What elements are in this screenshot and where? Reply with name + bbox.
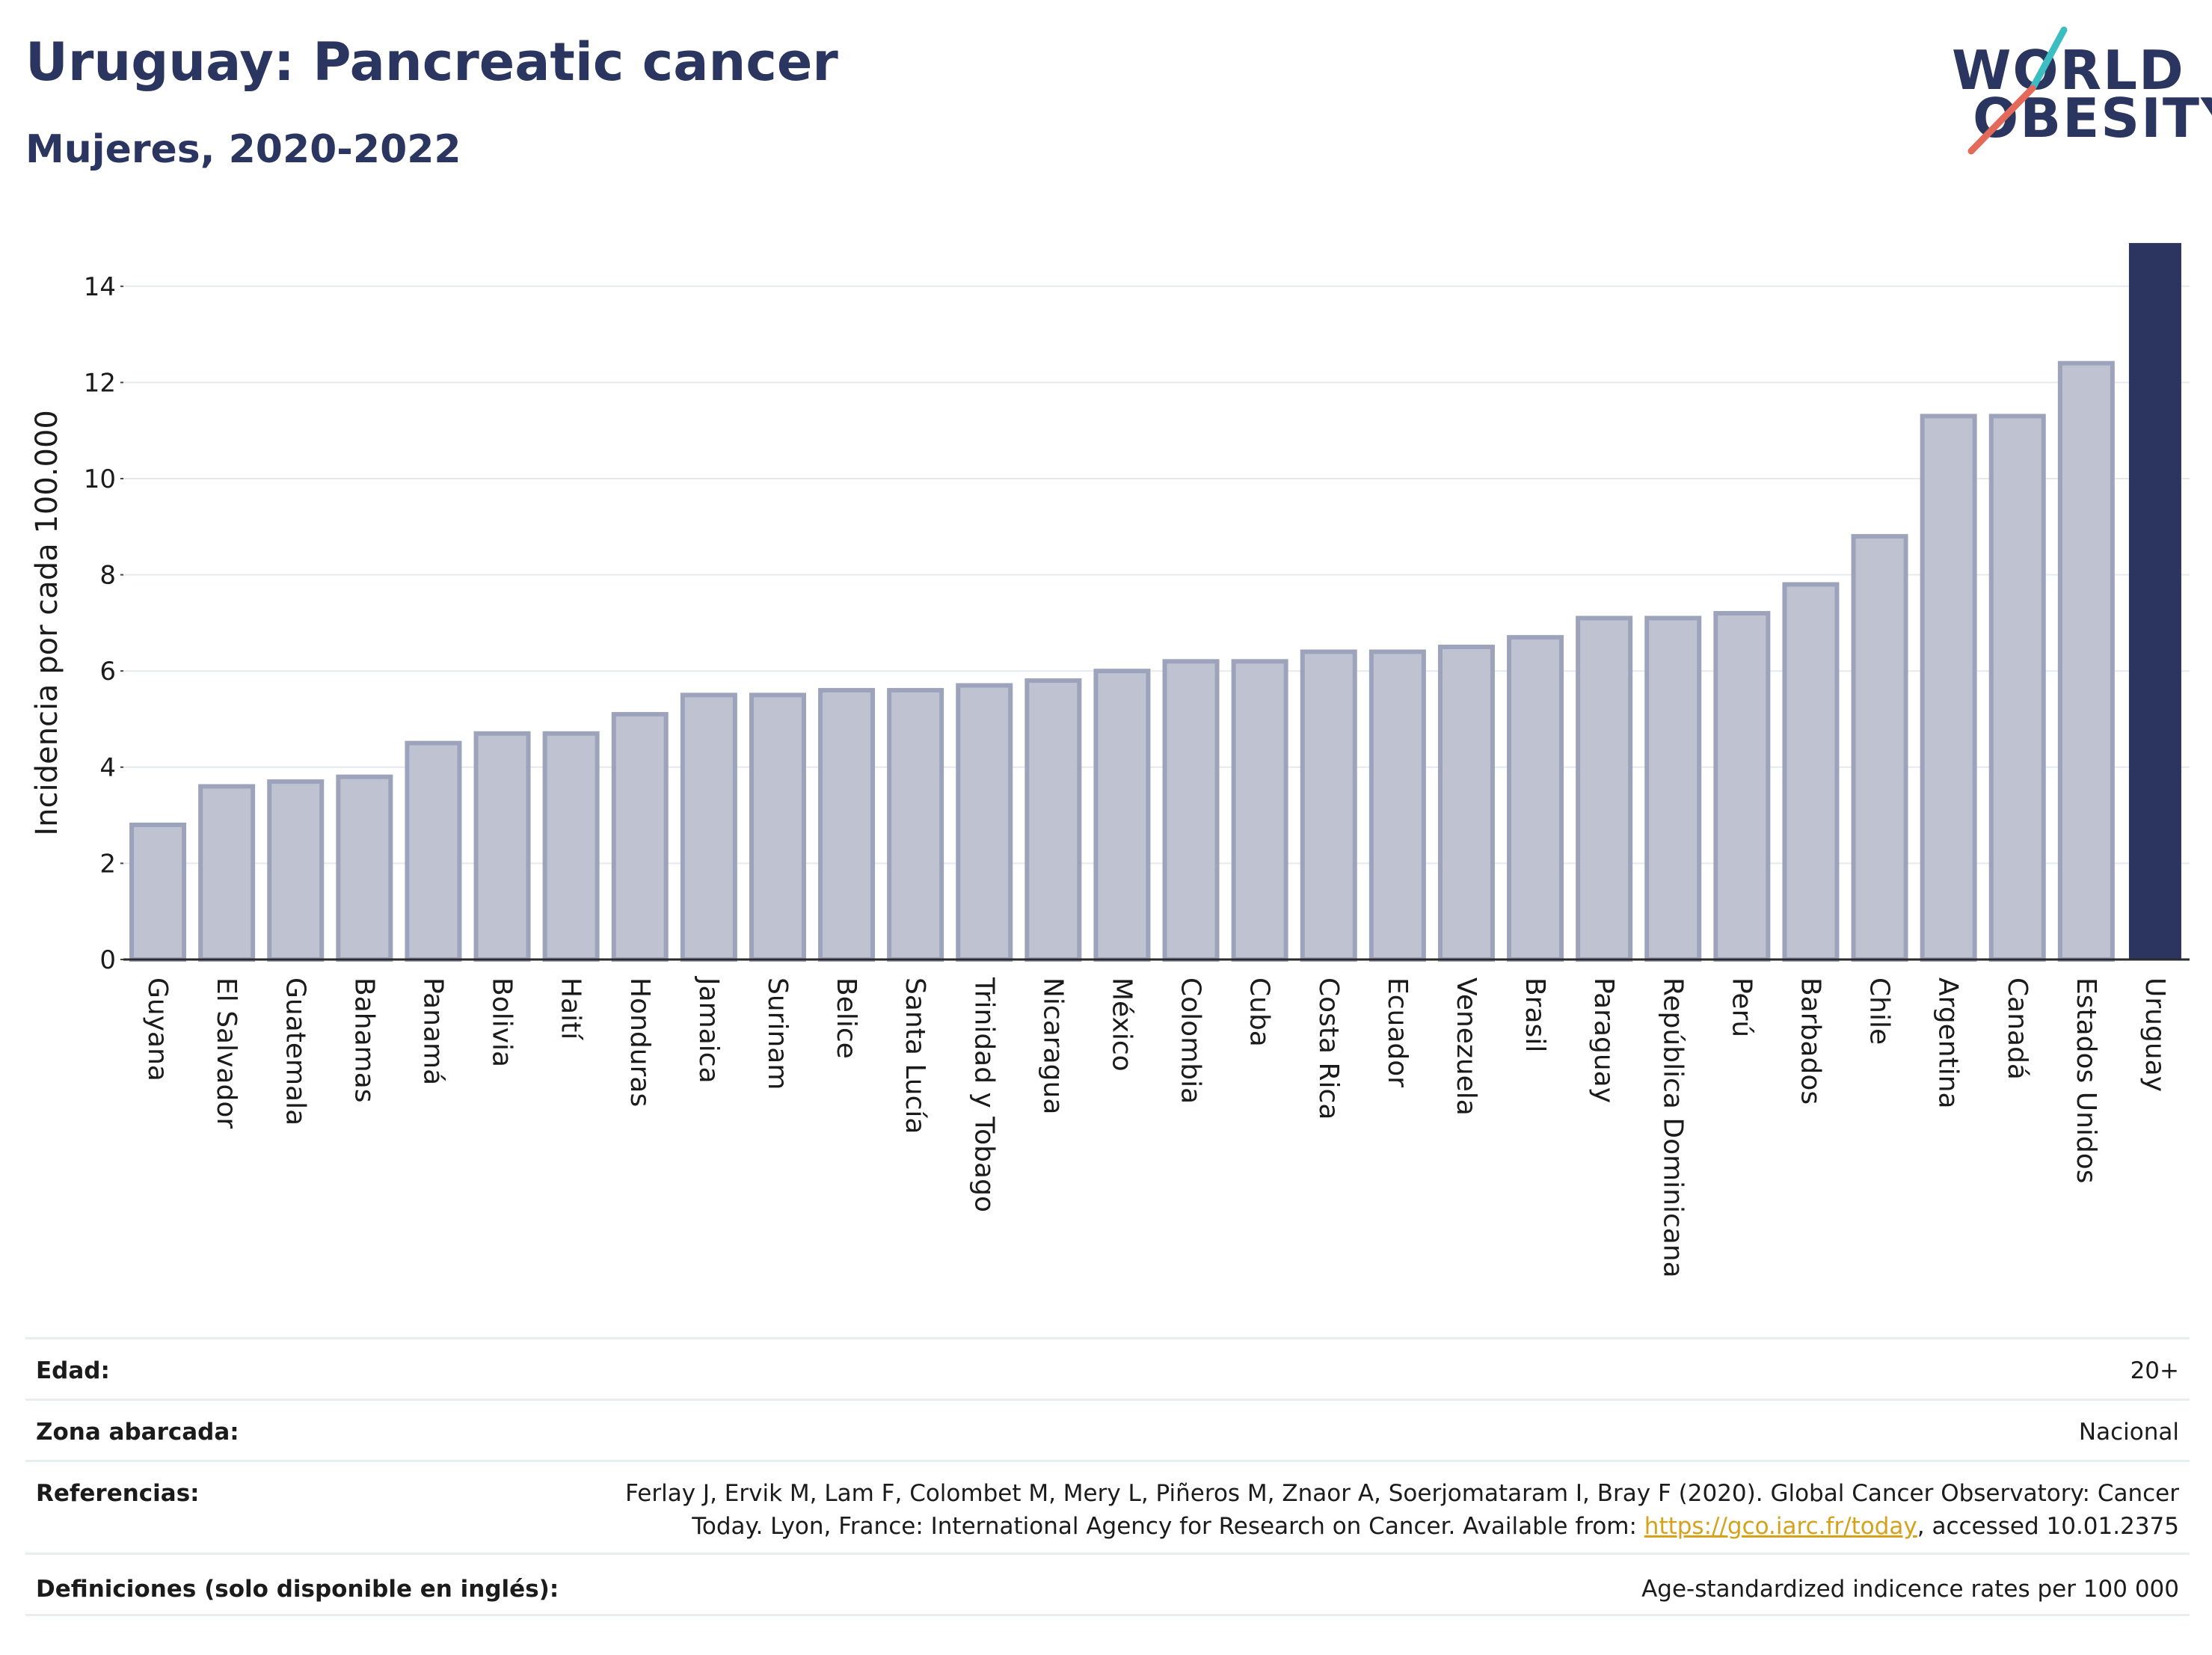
x-tick-label: Guatemala <box>280 977 310 1126</box>
referencias-line-2-pre: Today. Lyon, France: International Agenc… <box>692 1513 1644 1540</box>
zona-label: Zona abarcada: <box>36 1419 239 1446</box>
y-tick-label: 6 <box>99 657 116 687</box>
definiciones-label: Definiciones (solo disponible en inglés)… <box>36 1576 559 1603</box>
bar <box>1713 611 1771 962</box>
bar <box>2057 360 2115 962</box>
x-tick-label: Costa Rica <box>1313 977 1344 1120</box>
y-tick-label: 0 <box>99 945 116 975</box>
x-tick-label: Belice <box>831 977 861 1059</box>
x-tick-label: Venezuela <box>1451 977 1481 1116</box>
x-tick-label: Bolivia <box>487 977 517 1067</box>
bar <box>1988 414 2046 962</box>
x-tick-label: Paraguay <box>1588 977 1619 1103</box>
x-tick-label: Haití <box>556 977 586 1040</box>
bar <box>2128 242 2181 959</box>
bar <box>887 687 944 962</box>
bar <box>129 822 187 962</box>
bar <box>1851 534 1908 962</box>
bar <box>956 683 1013 962</box>
x-tick-label: Cuba <box>1244 977 1275 1047</box>
x-tick-label: Surinam <box>762 977 793 1090</box>
referencias-value: Ferlay J, Ervik M, Lam F, Colombet M, Me… <box>625 1477 2179 1543</box>
x-tick-label: Colombia <box>1176 977 1206 1104</box>
x-tick-label: México <box>1106 977 1137 1072</box>
bar <box>1368 649 1426 962</box>
y-axis-title: Incidencia por cada 100.000 <box>30 410 64 836</box>
bar <box>1300 649 1357 962</box>
x-tick-label: Brasil <box>1520 977 1550 1052</box>
world-obesity-logo: WORLD OBESITY <box>1952 22 2212 157</box>
bar <box>1644 615 1702 962</box>
x-tick-label: Ecuador <box>1382 977 1413 1087</box>
y-tick-label: 8 <box>99 561 116 591</box>
bar <box>473 731 531 962</box>
x-tick-label: El Salvador <box>211 977 242 1129</box>
logo-word-world: WORLD <box>1952 39 2185 102</box>
meta-row-zona: Zona abarcada: Nacional <box>25 1398 2190 1461</box>
x-tick-label: Jamaica <box>693 976 724 1084</box>
y-tick-label: 12 <box>84 368 116 398</box>
bar <box>611 712 669 962</box>
x-tick-label: Argentina <box>1933 977 1964 1109</box>
bar <box>267 779 325 962</box>
x-tick-label: Estados Unidos <box>2071 977 2101 1184</box>
referencias-line-1: Ferlay J, Ervik M, Lam F, Colombet M, Me… <box>625 1480 2179 1507</box>
referencias-line-2: Today. Lyon, France: International Agenc… <box>625 1510 2179 1543</box>
bar-chart: 0 2 4 6 8 10 12 14 Guyana El Salvador Guatemala Bah… <box>30 242 2190 1278</box>
meta-row-referencias: Referencias: Ferlay J, Ervik M, Lam F, C… <box>25 1460 2190 1555</box>
referencias-label: Referencias: <box>36 1480 200 1507</box>
edad-label: Edad: <box>36 1357 110 1384</box>
meta-row-edad: Edad: 20+ <box>25 1337 2190 1399</box>
bar <box>1231 659 1288 962</box>
logo-slash-icon <box>1967 26 2068 155</box>
y-tick-label: 4 <box>99 753 116 783</box>
x-tick-label: República Dominicana <box>1657 977 1688 1278</box>
bar <box>1920 414 1977 962</box>
x-tick-label: Canadá <box>2002 977 2033 1080</box>
bar <box>336 774 393 962</box>
bar <box>1576 615 1633 962</box>
x-tick-label: Bahamas <box>348 977 379 1103</box>
x-tick-label: Chile <box>1864 977 1895 1045</box>
x-tick-label: Perú <box>1726 977 1757 1037</box>
bar <box>1024 678 1082 962</box>
x-tick-label: Santa Lucía <box>900 977 930 1134</box>
bar <box>1162 659 1220 962</box>
bar <box>818 687 876 962</box>
y-tick-label: 2 <box>99 849 116 879</box>
zona-value: Nacional <box>2078 1419 2179 1446</box>
edad-value: 20+ <box>2130 1357 2179 1384</box>
referencias-line-2-post: , accessed 10.01.2375 <box>1917 1513 2179 1540</box>
logo-word-obesity: OBESITY <box>1973 87 2212 150</box>
bar <box>1437 645 1495 962</box>
chart-subtitle: Mujeres, 2020-2022 <box>25 127 461 172</box>
bar <box>198 784 256 962</box>
meta-row-definiciones: Definiciones (solo disponible en inglés)… <box>25 1553 2190 1616</box>
bottom-divider <box>25 1614 2190 1616</box>
bar <box>1507 635 1564 962</box>
y-tick-label: 14 <box>84 272 116 302</box>
bar <box>1093 669 1151 962</box>
x-tick-label: Panamá <box>417 977 448 1085</box>
x-tick-label: Uruguay <box>2139 977 2170 1092</box>
x-tick-label: Barbados <box>1795 977 1825 1105</box>
bar <box>680 693 737 962</box>
y-tick-label: 10 <box>84 464 116 494</box>
bar <box>749 693 806 962</box>
x-tick-label: Honduras <box>624 977 655 1107</box>
chart-title: Uruguay: Pancreatic cancer <box>25 31 838 93</box>
x-tick-label: Trinidad y Tobago <box>968 977 999 1212</box>
bar <box>542 731 600 962</box>
x-tick-label: Nicaragua <box>1037 977 1068 1114</box>
bar <box>405 740 462 962</box>
x-tick-label: Guyana <box>142 977 173 1081</box>
gco-link[interactable]: https://gco.iarc.fr/today <box>1644 1513 1917 1540</box>
bar <box>1782 582 1840 962</box>
definiciones-value: Age-standardized indicence rates per 100… <box>1641 1576 2179 1603</box>
